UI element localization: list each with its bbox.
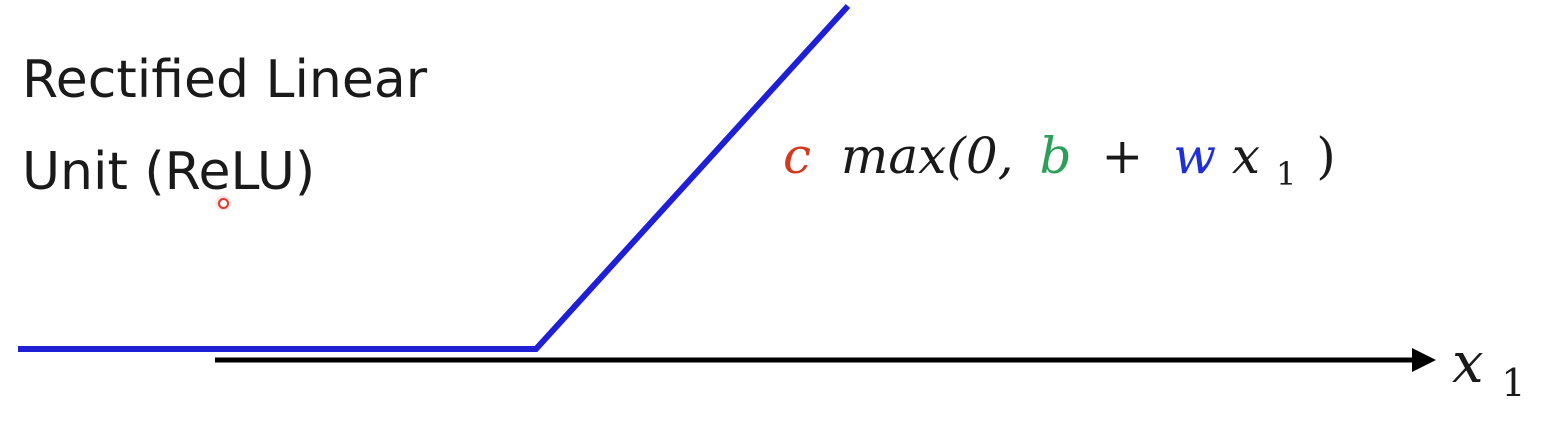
x-axis-label: x 1 xyxy=(1452,331,1526,405)
x-axis-label-subscript: 1 xyxy=(1501,361,1525,405)
formula-max: max(0, xyxy=(841,127,1014,185)
formula-plus: + xyxy=(1101,127,1143,185)
formula-x: x xyxy=(1232,127,1260,185)
relu-curve xyxy=(18,3,851,352)
title-line-1: Rectified Linear xyxy=(22,50,428,110)
formula-w: w xyxy=(1173,127,1216,185)
x-axis-arrowhead xyxy=(1412,348,1436,372)
relu-formula: c max(0, b + w x 1 ) xyxy=(783,127,1336,197)
formula-c: c xyxy=(783,127,811,185)
formula-b: b xyxy=(1039,127,1071,185)
laser-pointer-dot xyxy=(215,195,231,211)
title-line-2: Unit (ReLU) xyxy=(22,142,316,202)
formula-subscript: 1 xyxy=(1276,155,1296,193)
formula-close: ) xyxy=(1316,127,1336,185)
x-axis-label-x: x xyxy=(1452,331,1484,396)
